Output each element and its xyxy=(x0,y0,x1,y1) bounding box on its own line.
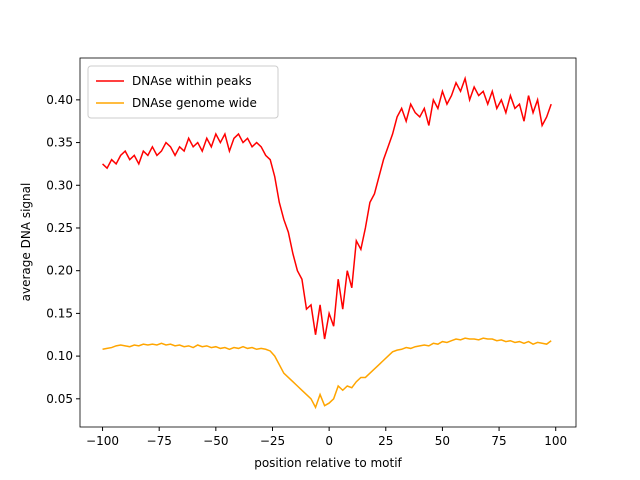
legend-label: DNAse within peaks xyxy=(132,74,252,88)
data-line xyxy=(102,75,552,340)
y-tick-label: 0.20 xyxy=(46,264,73,278)
y-tick-label: 0.30 xyxy=(46,178,73,192)
x-tick-label: 0 xyxy=(325,434,333,448)
x-tick-label: 50 xyxy=(435,434,450,448)
x-tick-label: −25 xyxy=(260,434,285,448)
x-tick-label: 25 xyxy=(378,434,393,448)
x-axis-label: position relative to motif xyxy=(254,456,402,470)
x-tick-label: −50 xyxy=(203,434,228,448)
legend-box xyxy=(87,65,279,119)
x-tick-label: 100 xyxy=(544,434,567,448)
x-tick-label: −100 xyxy=(86,434,119,448)
y-tick-label: 0.15 xyxy=(46,306,73,320)
x-tick-label: 75 xyxy=(491,434,506,448)
y-tick-label: 0.25 xyxy=(46,221,73,235)
y-tick-label: 0.35 xyxy=(46,136,73,150)
plot-frame xyxy=(79,57,577,428)
data-line xyxy=(102,337,552,410)
x-tick-label: −75 xyxy=(147,434,172,448)
y-tick-label: 0.10 xyxy=(46,349,73,363)
legend-label: DNAse genome wide xyxy=(132,96,257,110)
y-tick-label: 0.05 xyxy=(46,392,73,406)
y-axis-label: average DNA signal xyxy=(19,183,33,302)
y-tick-label: 0.40 xyxy=(46,93,73,107)
